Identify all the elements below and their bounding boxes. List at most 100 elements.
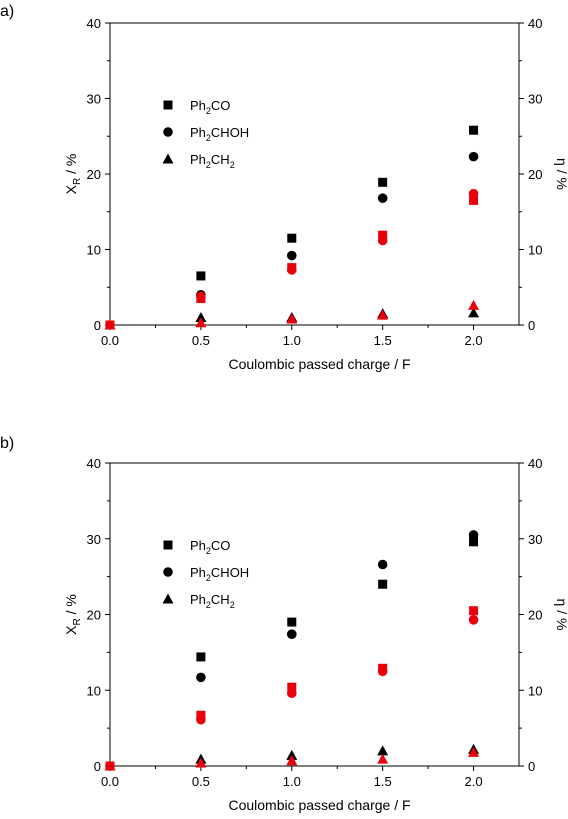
- legend-subscript: 2: [206, 133, 211, 143]
- data-point-left-square: [196, 652, 206, 662]
- legend-marker-circle: [163, 127, 173, 137]
- legend-label-square: Ph2CO: [190, 538, 230, 556]
- x-tick-label: 1.5: [374, 333, 392, 348]
- data-point-right-circle: [377, 235, 388, 246]
- legend-subscript: 2: [206, 600, 211, 610]
- data-point-right-triangle: [377, 309, 389, 320]
- data-point-left-triangle: [377, 745, 389, 756]
- x-tick-label: 0.0: [101, 333, 119, 348]
- data-point-right-circle: [196, 714, 206, 725]
- legend-text-part: CHOH: [211, 565, 249, 580]
- plot-frame: [109, 22, 520, 326]
- x-axis-label: Coulombic passed charge / F: [228, 356, 410, 372]
- data-point-left-square: [287, 233, 297, 243]
- legend-subscript: 2: [206, 546, 211, 556]
- x-tick-label: 0.0: [101, 774, 119, 789]
- y-right-axis-label: η / %: [554, 158, 568, 190]
- legend-label-triangle: Ph2CH2: [190, 592, 235, 610]
- legend-subscript: 2: [206, 160, 211, 170]
- y-right-tick-label: 20: [528, 608, 542, 623]
- y-right-tick-label: 20: [528, 167, 542, 182]
- y-left-axis-label-suffix: / %: [63, 154, 79, 178]
- data-point-right-square: [469, 195, 479, 205]
- legend-text-part: Ph: [190, 125, 206, 140]
- y-right-tick-label: 40: [528, 16, 542, 31]
- y-left-tick-label: 10: [87, 683, 101, 698]
- data-point-left-circle: [468, 151, 479, 162]
- data-point-right-triangle: [468, 299, 480, 310]
- y-left-tick-label: 0: [94, 759, 101, 774]
- y-right-tick-label: 40: [528, 456, 542, 471]
- data-point-left-square: [378, 579, 388, 589]
- legend-text-part: Ph: [190, 538, 206, 553]
- legend-label-triangle: Ph2CH2: [190, 152, 235, 170]
- x-tick-label: 1.0: [283, 333, 301, 348]
- data-point-right-triangle: [377, 753, 389, 764]
- legend-subscript: 2: [230, 600, 235, 610]
- legend-text-part: Ph: [190, 592, 206, 607]
- plot-frame: [109, 462, 520, 767]
- legend-text-part: CH: [211, 592, 230, 607]
- legend-text-part: Ph: [190, 152, 206, 167]
- data-point-left-circle: [377, 559, 388, 570]
- data-point-right-square: [378, 230, 388, 240]
- y-left-axis-label-main: X: [63, 625, 79, 635]
- legend-subscript: 2: [206, 573, 211, 583]
- x-tick-label: 1.0: [283, 774, 301, 789]
- data-point-left-square: [469, 537, 479, 547]
- legend-marker-triangle: [162, 153, 174, 164]
- data-point-right-circle: [468, 188, 479, 199]
- data-point-left-square: [469, 125, 479, 135]
- panel-label: a): [0, 3, 14, 20]
- x-tick-label: 2.0: [465, 333, 483, 348]
- panel-a: a) 0.0 0.5 1.0 1.5 2.0 0 0 10 10 20 20 30 30 40 40 Coulo…: [0, 3, 568, 372]
- y-left-tick-label: 30: [87, 92, 101, 107]
- y-left-axis-label-main: X: [63, 184, 79, 194]
- data-point-right-triangle: [286, 313, 298, 324]
- data-point-left-square: [196, 271, 206, 281]
- data-point-left-circle: [286, 629, 297, 639]
- y-left-axis-label-sub: R: [72, 618, 83, 625]
- data-point-left-square: [378, 177, 388, 187]
- legend-subscript: 2: [206, 106, 211, 116]
- legend-marker-square: [163, 540, 173, 550]
- x-tick-label: 2.0: [465, 774, 483, 789]
- data-point-right-circle: [286, 265, 297, 275]
- data-point-right-circle: [377, 666, 388, 677]
- y-left-axis-label-sub: R: [72, 178, 83, 185]
- y-right-tick-label: 30: [528, 92, 542, 107]
- data-point-right-circle: [468, 615, 479, 625]
- legend-marker-square: [163, 100, 173, 110]
- legend-label-circle: Ph2CHOH: [190, 565, 249, 583]
- y-right-tick-label: 10: [528, 243, 542, 258]
- y-right-tick-label: 30: [528, 532, 542, 547]
- data-point-left-circle: [377, 193, 388, 203]
- legend-marker-circle: [163, 567, 173, 577]
- x-tick-label: 0.5: [192, 774, 210, 789]
- y-right-tick-label: 0: [528, 759, 535, 774]
- legend-text-part: CH: [211, 152, 230, 167]
- panel-label: b): [0, 435, 14, 452]
- y-right-tick-label: 0: [528, 318, 535, 333]
- data-point-left-circle: [286, 250, 297, 261]
- y-left-tick-label: 10: [87, 243, 101, 258]
- data-point-left-circle: [196, 672, 206, 683]
- y-left-axis-label-suffix: / %: [63, 594, 79, 618]
- legend-text-part: Ph: [190, 565, 206, 580]
- data-point-right-triangle: [195, 757, 207, 768]
- y-left-tick-label: 0: [94, 318, 101, 333]
- legend-marker-triangle: [162, 593, 174, 604]
- y-right-tick-label: 10: [528, 683, 542, 698]
- data-point-right-circle: [286, 688, 297, 699]
- legend-text-part: CO: [211, 98, 231, 113]
- y-left-tick-label: 40: [87, 456, 101, 471]
- data-point-right-triangle: [104, 319, 116, 330]
- legend-text-part: CHOH: [211, 125, 249, 140]
- y-left-tick-label: 20: [87, 167, 101, 182]
- data-point-left-triangle: [195, 311, 207, 322]
- x-tick-label: 1.5: [374, 774, 392, 789]
- y-left-tick-label: 20: [87, 608, 101, 623]
- x-axis-label: Coulombic passed charge / F: [228, 797, 410, 813]
- panel-b: b) 0.0 0.5 1.0 1.5 2.0 0 0 10 10 20 20 30 30 40 40 Coulo…: [0, 435, 568, 813]
